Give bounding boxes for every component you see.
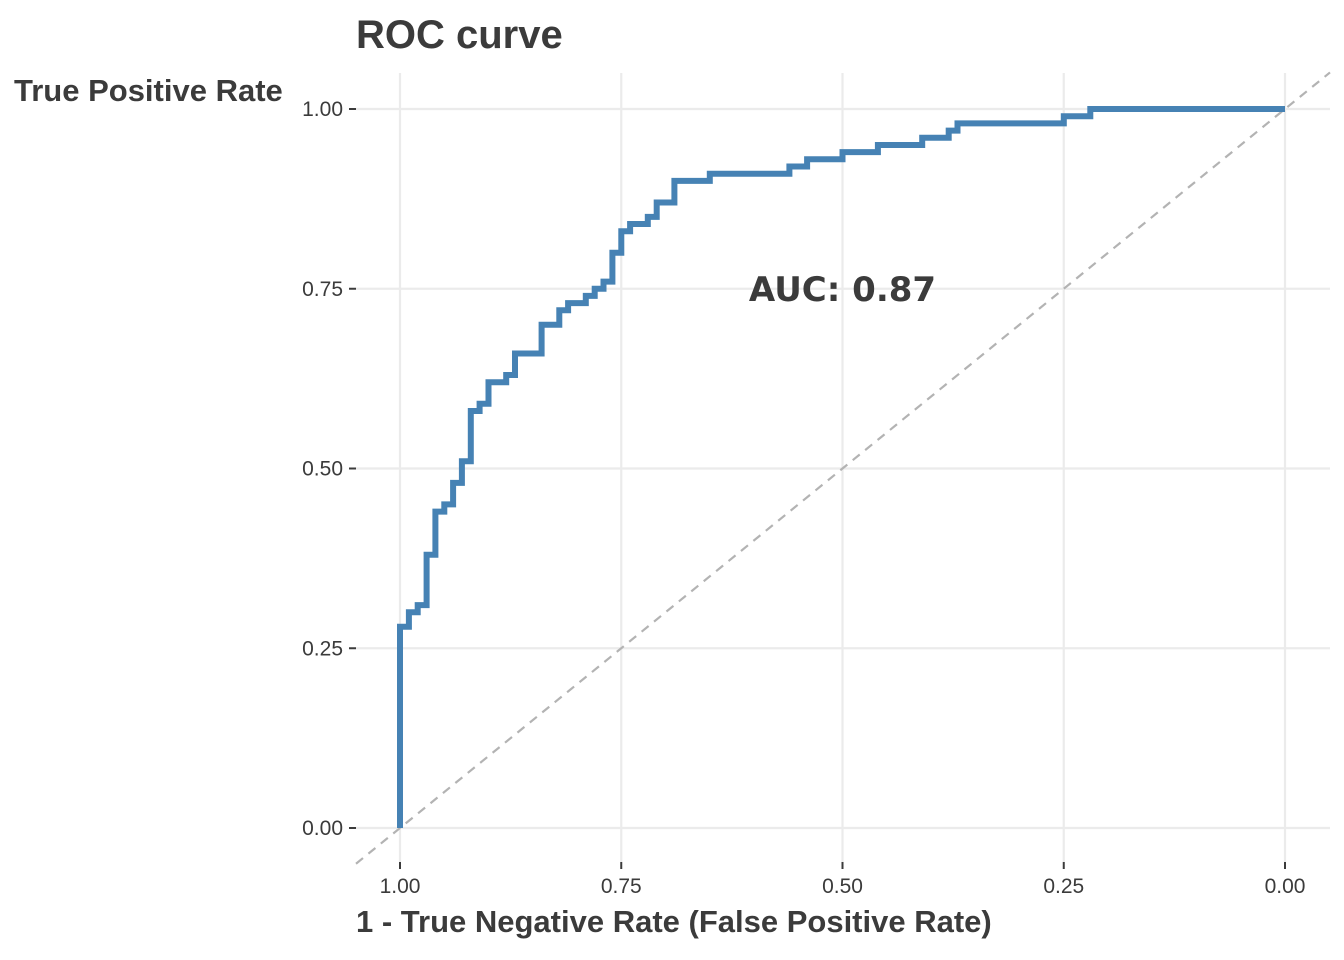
y-tick-label-4: 1.00 [302,98,343,121]
x-tick-label-3: 0.25 [1043,875,1084,898]
roc-curve-series [397,106,1285,828]
chance-line [355,71,1331,865]
reference-diagonal [355,71,1331,865]
y-axis-title: True Positive Rate [14,73,283,108]
x-tick-label-1: 0.75 [601,875,642,898]
chart-title: ROC curve [356,13,563,57]
auc-annotation: AUC: 0.87 [749,270,936,310]
y-tick-label-1: 0.25 [302,637,343,660]
y-tick-label-3: 0.75 [302,278,343,301]
axis-ticks: 1.00 0.75 0.50 0.25 0.00 0.00 0.25 0.50 0.75 1.00 [302,98,1305,898]
x-tick-label-0: 1.00 [380,875,421,898]
y-tick-label-0: 0.00 [302,817,343,840]
roc-curve-line [397,106,1285,828]
x-tick-label-4: 0.00 [1265,875,1306,898]
x-tick-label-2: 0.50 [822,875,863,898]
y-tick-label-2: 0.50 [302,458,343,481]
x-axis-title: 1 - True Negative Rate (False Positive R… [356,904,992,939]
